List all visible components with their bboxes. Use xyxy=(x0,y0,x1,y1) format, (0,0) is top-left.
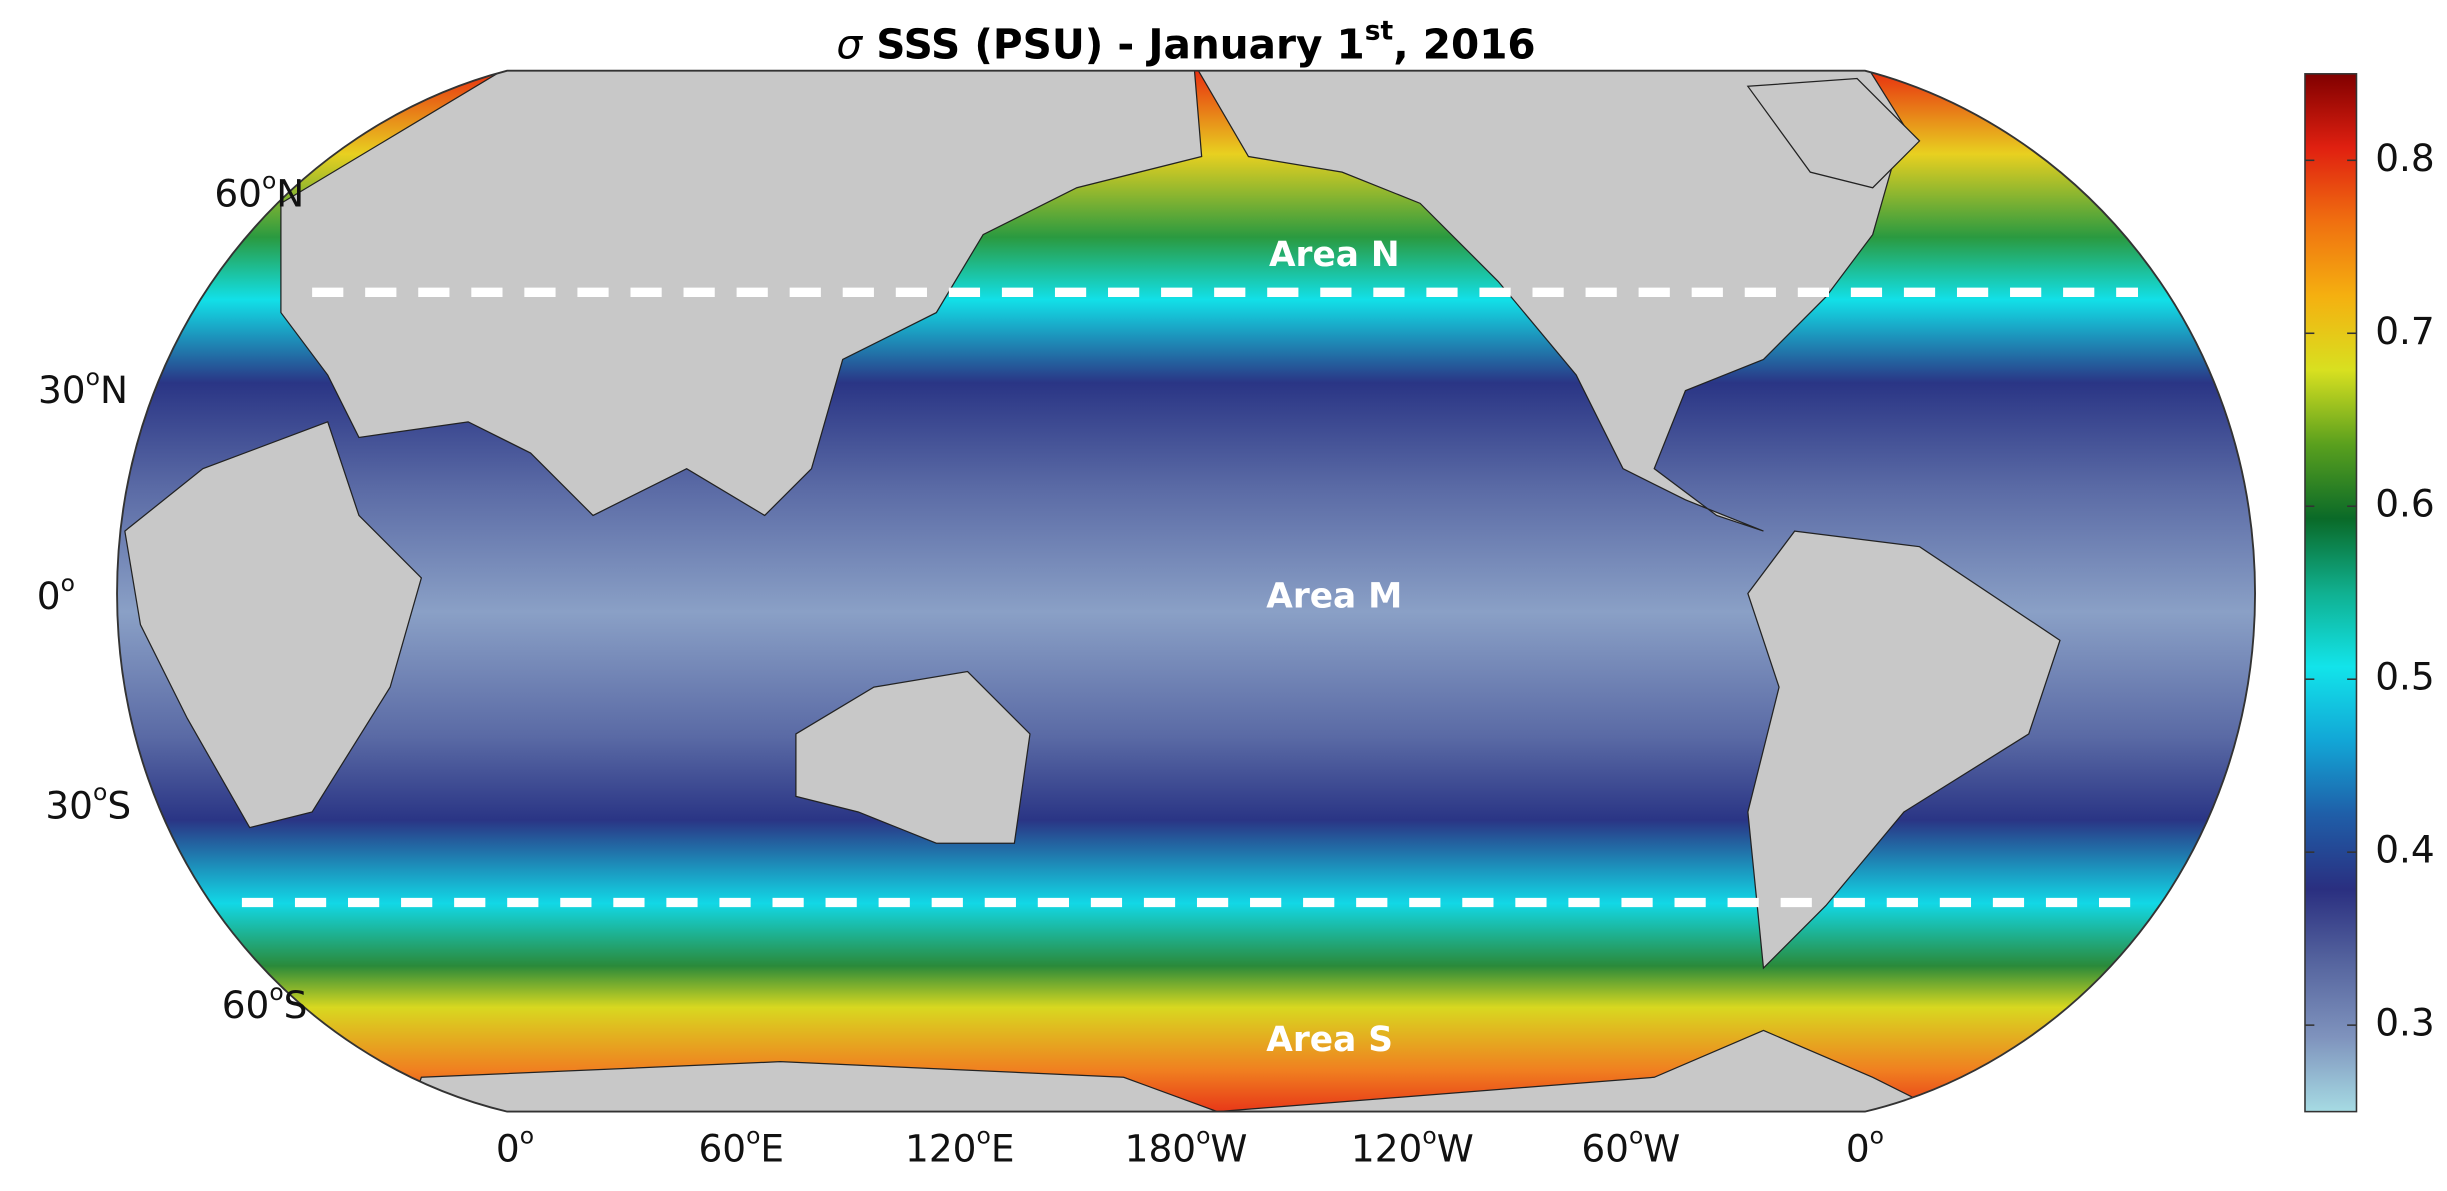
coord-number: 120 xyxy=(905,1126,976,1170)
coord-degree: o xyxy=(520,1121,534,1149)
colorbar-tick-label: 0.8 xyxy=(2375,136,2435,180)
coord-hemisphere: W xyxy=(1210,1126,1247,1170)
coord-degree: o xyxy=(86,363,100,391)
coord-number: 120 xyxy=(1351,1126,1422,1170)
title-sup: st xyxy=(1365,15,1394,46)
coord-label: 0o xyxy=(496,1121,534,1170)
coord-label: 120oW xyxy=(1351,1121,1474,1170)
land xyxy=(124,70,2061,1112)
coord-number: 30 xyxy=(38,368,86,412)
map-frame xyxy=(116,69,2256,1113)
coord-label: 120oE xyxy=(905,1121,1014,1170)
colorbar xyxy=(2304,73,2358,1113)
coord-hemisphere: S xyxy=(284,983,308,1027)
coord-label: 60oW xyxy=(1581,1121,1680,1170)
title-text: , 2016 xyxy=(1393,20,1535,68)
coord-label: 60oS xyxy=(222,978,308,1027)
coord-label: 60oN xyxy=(214,166,304,215)
coord-number: 0 xyxy=(37,574,61,618)
title: σ SSS (PSU) - January 1st, 2016 xyxy=(836,15,1535,68)
coord-label: 60oE xyxy=(698,1121,784,1170)
coord-number: 60 xyxy=(222,983,270,1027)
coord-number: 60 xyxy=(1581,1126,1629,1170)
coord-hemisphere: E xyxy=(991,1126,1015,1170)
colorbar-tick-label: 0.3 xyxy=(2375,1001,2435,1045)
coord-hemisphere: N xyxy=(100,368,128,412)
coord-degree: o xyxy=(61,569,75,597)
coord-label: 30oN xyxy=(38,363,128,412)
coord-number: 30 xyxy=(45,783,93,827)
coord-number: 180 xyxy=(1125,1126,1196,1170)
coord-hemisphere: S xyxy=(107,783,131,827)
coord-degree: o xyxy=(269,978,283,1006)
coord-number: 0 xyxy=(496,1126,520,1170)
coord-degree: o xyxy=(977,1121,991,1149)
colorbar-tick-label: 0.6 xyxy=(2375,482,2435,526)
title-symbol: σ xyxy=(836,20,863,68)
coord-degree: o xyxy=(1422,1121,1436,1149)
coord-hemisphere: W xyxy=(1643,1126,1680,1170)
area-label: Area M xyxy=(1266,577,1402,617)
coord-hemisphere: E xyxy=(760,1126,784,1170)
coord-degree: o xyxy=(746,1121,760,1149)
coord-label: 30oS xyxy=(45,778,131,827)
coord-hemisphere: N xyxy=(276,171,304,215)
coord-degree: o xyxy=(93,778,107,806)
area-label: Area S xyxy=(1266,1020,1393,1060)
coord-degree: o xyxy=(1196,1121,1210,1149)
coord-degree: o xyxy=(1629,1121,1643,1149)
area-label: Area N xyxy=(1269,235,1400,275)
coord-label: 180oW xyxy=(1125,1121,1248,1170)
map xyxy=(117,70,2256,1112)
coord-label: 0o xyxy=(1846,1121,1884,1170)
coord-degree: o xyxy=(1870,1121,1884,1149)
colorbar-tick-label: 0.7 xyxy=(2375,309,2435,353)
coord-label: 0o xyxy=(37,569,75,618)
coord-number: 60 xyxy=(214,171,262,215)
coord-degree: o xyxy=(262,166,276,194)
coord-hemisphere: W xyxy=(1437,1126,1474,1170)
title-text: SSS (PSU) - January 1 xyxy=(862,20,1365,68)
coord-number: 60 xyxy=(698,1126,746,1170)
colorbar-tick-label: 0.5 xyxy=(2375,655,2435,699)
colorbar-tick-label: 0.4 xyxy=(2375,828,2435,872)
coord-number: 0 xyxy=(1846,1126,1870,1170)
